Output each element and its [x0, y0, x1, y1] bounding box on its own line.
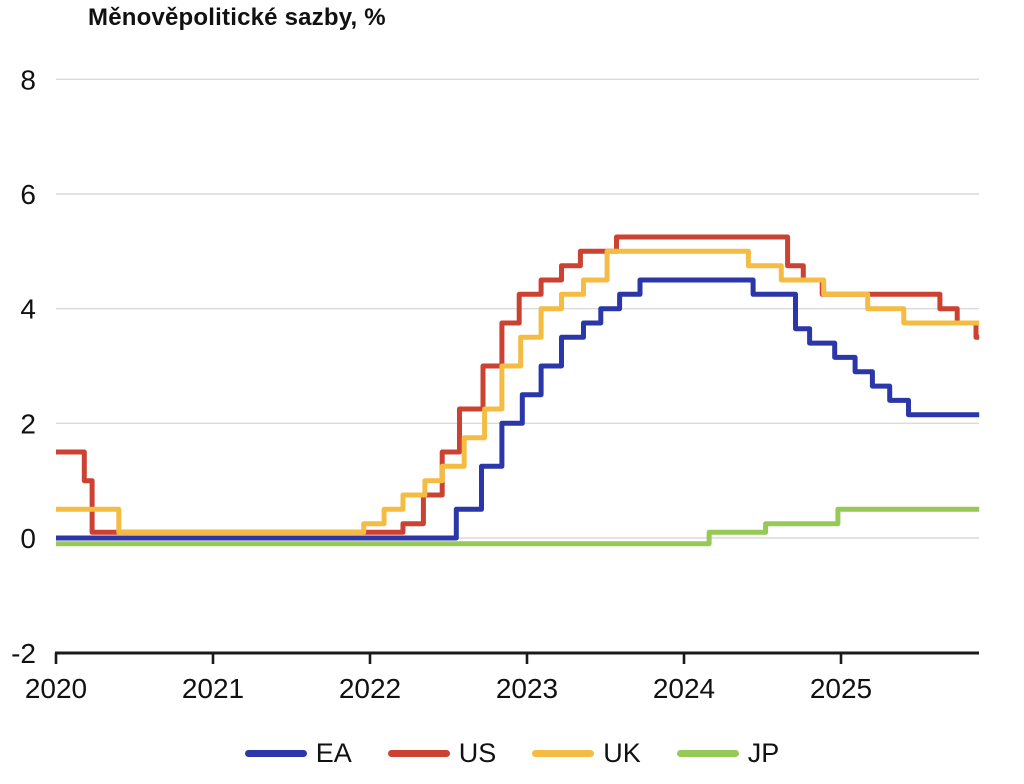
x-tick-label-2020: 2020: [25, 673, 87, 704]
legend-swatch-EA: [244, 750, 307, 757]
y-tick-label-4: 4: [20, 294, 36, 325]
legend-item-UK: UK: [532, 738, 641, 769]
plot-area: 8 6 4 2 0 -2 2020 2021 2022 2023 2024 2025: [11, 64, 980, 704]
series-line-JP: [56, 506, 980, 547]
legend-label-UK: UK: [603, 738, 641, 768]
legend-label-EA: EA: [315, 738, 352, 768]
series-line-UK: [56, 248, 980, 535]
legend-label-US: US: [458, 738, 497, 768]
series-line-EA: [56, 277, 980, 541]
legend-swatch-JP: [676, 750, 739, 757]
y-tick-label-8: 8: [20, 64, 36, 95]
legend-item-EA: EA: [244, 738, 352, 769]
x-tick-label-2025: 2025: [810, 673, 872, 704]
legend-swatch-UK: [532, 750, 595, 757]
legend-item-JP: JP: [676, 738, 780, 769]
y-tick-label--2: -2: [11, 638, 36, 669]
chart-title: Měnověpolitické sazby, %: [88, 4, 386, 31]
y-tick-label-6: 6: [20, 179, 36, 210]
legend: EA US UK JP: [0, 738, 1024, 769]
legend-label-JP: JP: [747, 738, 780, 768]
x-tick-label-2023: 2023: [496, 673, 558, 704]
x-tick-label-2024: 2024: [653, 673, 715, 704]
legend-item-US: US: [387, 738, 497, 769]
legend-swatch-US: [387, 750, 450, 757]
series-line-US: [56, 234, 980, 535]
x-tick-label-2022: 2022: [339, 673, 401, 704]
x-tick-label-2021: 2021: [182, 673, 244, 704]
y-tick-label-2: 2: [20, 408, 36, 439]
y-tick-label-0: 0: [20, 523, 36, 554]
